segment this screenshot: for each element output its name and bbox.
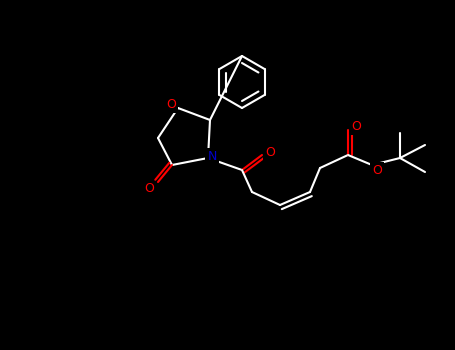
Text: O: O: [166, 98, 176, 112]
Text: O: O: [351, 120, 361, 133]
Text: O: O: [372, 163, 382, 176]
Text: O: O: [144, 182, 154, 196]
Text: O: O: [265, 146, 275, 159]
Text: N: N: [207, 149, 217, 162]
